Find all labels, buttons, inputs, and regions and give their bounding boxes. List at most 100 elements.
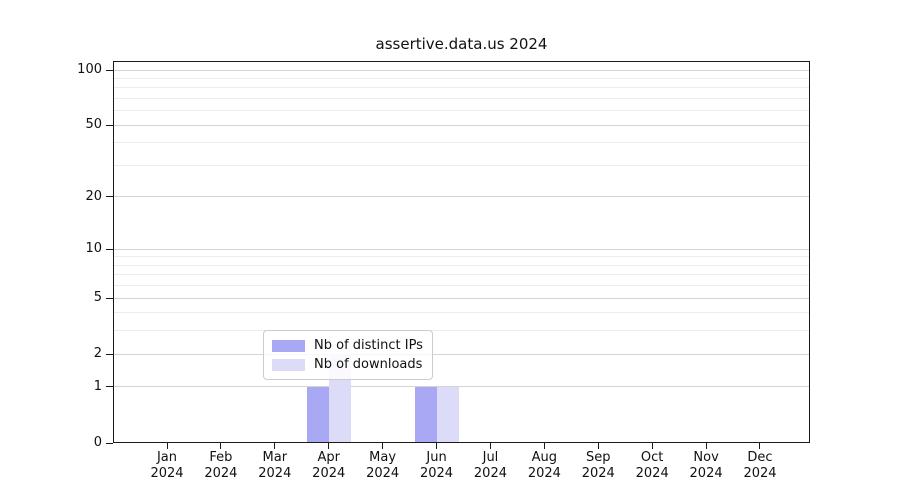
x-tick-label-feb: Feb 2024	[191, 450, 251, 482]
major-gridline	[113, 386, 810, 388]
x-tick-mark	[436, 443, 438, 449]
minor-gridline	[113, 77, 810, 79]
y-tick-mark	[106, 196, 113, 198]
x-tick-mark	[543, 443, 545, 449]
x-tick-mark	[759, 443, 761, 449]
x-tick-label-sep: Sep 2024	[568, 450, 628, 482]
x-tick-label-apr: Apr 2024	[299, 450, 359, 482]
year-label: 2024	[258, 466, 292, 481]
minor-gridline	[113, 264, 810, 266]
legend-label: Nb of distinct IPs	[314, 338, 423, 353]
major-gridline	[113, 353, 810, 355]
chart-title: assertive.data.us 2024	[375, 35, 548, 53]
y-tick-label: 0	[93, 435, 102, 450]
x-tick-label-dec: Dec 2024	[730, 450, 790, 482]
major-gridline	[113, 196, 810, 198]
major-gridline	[113, 69, 810, 71]
y-tick-mark	[106, 248, 113, 250]
y-tick-label: 2	[93, 346, 102, 362]
month-label: Feb	[209, 450, 233, 465]
year-label: 2024	[635, 466, 669, 481]
year-label: 2024	[473, 466, 507, 481]
minor-gridline	[113, 330, 810, 332]
x-tick-mark	[705, 443, 707, 449]
month-label: Apr	[317, 450, 340, 465]
month-label: Jul	[482, 450, 499, 465]
y-tick-mark	[106, 386, 113, 388]
year-label: 2024	[689, 466, 723, 481]
year-label: 2024	[581, 466, 615, 481]
x-tick-label-nov: Nov 2024	[676, 450, 736, 482]
x-tick-mark	[274, 443, 276, 449]
bar-apr-distinct-ips	[306, 386, 329, 443]
minor-gridline	[113, 285, 810, 287]
spine-top	[113, 61, 810, 62]
x-tick-label-jul: Jul 2024	[460, 450, 520, 482]
x-tick-mark	[597, 443, 599, 449]
legend-swatch	[272, 358, 305, 371]
major-gridline	[113, 124, 810, 126]
x-tick-label-may: May 2024	[353, 450, 413, 482]
x-tick-label-mar: Mar 2024	[245, 450, 305, 482]
month-label: May	[369, 450, 397, 465]
month-label: Aug	[531, 450, 558, 465]
year-label: 2024	[527, 466, 561, 481]
x-tick-mark	[220, 443, 222, 449]
year-label: 2024	[419, 466, 454, 481]
y-tick-mark	[106, 69, 113, 71]
month-label: Dec	[747, 450, 773, 465]
month-label: Mar	[262, 450, 288, 465]
spine-right	[809, 61, 810, 443]
x-tick-label-aug: Aug 2024	[514, 450, 574, 482]
year-label: 2024	[743, 466, 777, 481]
y-tick-label: 5	[93, 290, 102, 306]
y-tick-mark	[106, 124, 113, 126]
y-tick-label: 10	[85, 241, 102, 257]
year-label: 2024	[150, 466, 184, 481]
spine-left	[113, 61, 114, 443]
x-tick-mark	[651, 443, 653, 449]
minor-gridline	[113, 110, 810, 112]
major-gridline	[113, 248, 810, 250]
year-label: 2024	[204, 466, 238, 481]
legend-item: Nb of distinct IPs	[272, 336, 423, 355]
legend-item: Nb of downloads	[272, 355, 423, 374]
legend-label: Nb of downloads	[314, 357, 423, 372]
y-tick-label: 20	[85, 188, 102, 204]
y-tick-label: 1	[93, 378, 102, 394]
legend: Nb of distinct IPs Nb of downloads	[263, 330, 433, 380]
minor-gridline	[113, 142, 810, 144]
spine-bottom	[113, 442, 810, 443]
bar-jun-distinct-ips	[414, 386, 437, 443]
x-tick-mark	[328, 443, 330, 449]
legend-swatch	[272, 339, 305, 352]
month-label: Sep	[586, 450, 611, 465]
y-tick-mark	[106, 442, 113, 444]
month-label: Jan	[156, 450, 178, 465]
minor-gridline	[113, 165, 810, 166]
y-tick-label: 50	[85, 117, 102, 133]
x-tick-label-oct: Oct 2024	[622, 450, 682, 482]
minor-gridline	[113, 312, 810, 314]
minor-gridline	[113, 87, 810, 89]
bar-jun-downloads	[436, 386, 459, 443]
x-tick-mark	[382, 443, 384, 449]
y-tick-mark	[106, 353, 113, 355]
major-gridline	[113, 297, 810, 299]
month-label: Nov	[693, 450, 719, 465]
x-tick-label-jan: Jan 2024	[137, 450, 197, 482]
x-tick-mark	[166, 443, 168, 449]
year-label: 2024	[312, 466, 346, 481]
y-tick-label: 100	[77, 62, 102, 78]
month-label: Oct	[640, 450, 664, 465]
year-label: 2024	[366, 466, 400, 481]
month-label: Jun	[426, 450, 447, 465]
plot-area	[113, 61, 810, 443]
x-tick-label-jun: Jun 2024	[407, 450, 467, 482]
minor-gridline	[113, 256, 810, 258]
y-tick-mark	[106, 297, 113, 299]
x-tick-mark	[489, 443, 491, 449]
minor-gridline	[113, 274, 810, 276]
minor-gridline	[113, 98, 810, 100]
